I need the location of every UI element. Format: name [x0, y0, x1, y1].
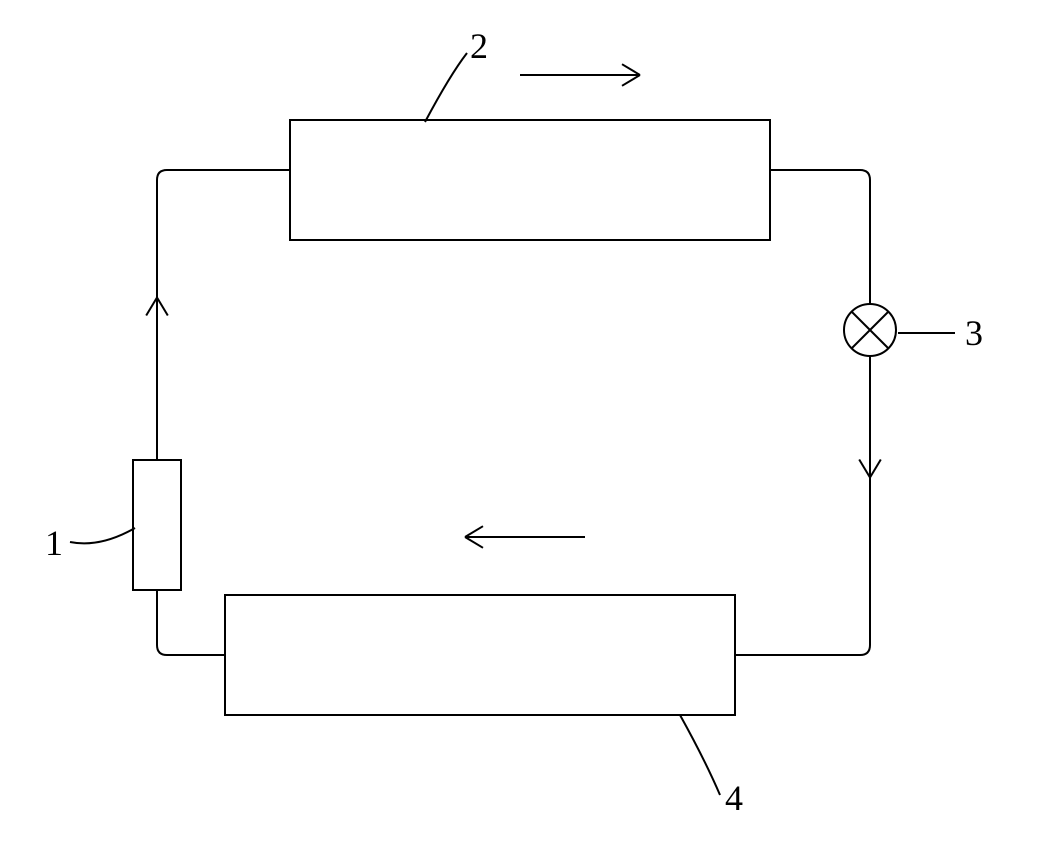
arrowhead-stroke [870, 460, 881, 478]
compressor [133, 460, 181, 590]
arrowhead-stroke [146, 298, 157, 316]
node-label-1: 1 [45, 523, 63, 563]
arrowhead-stroke [465, 526, 483, 537]
connector [735, 356, 870, 655]
arrowhead-stroke [157, 298, 168, 316]
connector [157, 590, 225, 655]
node-label-4: 4 [725, 778, 743, 818]
leader-line [425, 53, 467, 122]
leader-line [680, 715, 720, 795]
leader-line [70, 528, 135, 543]
arrowhead-stroke [465, 537, 483, 548]
evaporator [225, 595, 735, 715]
connector [157, 170, 290, 460]
node-label-3: 3 [965, 313, 983, 353]
arrowhead-stroke [859, 460, 870, 478]
connector [770, 170, 870, 304]
arrowhead-stroke [622, 64, 640, 75]
condenser [290, 120, 770, 240]
node-label-2: 2 [470, 26, 488, 66]
circuit-diagram: 1 2 3 4 [0, 0, 1038, 843]
arrowhead-stroke [622, 75, 640, 86]
